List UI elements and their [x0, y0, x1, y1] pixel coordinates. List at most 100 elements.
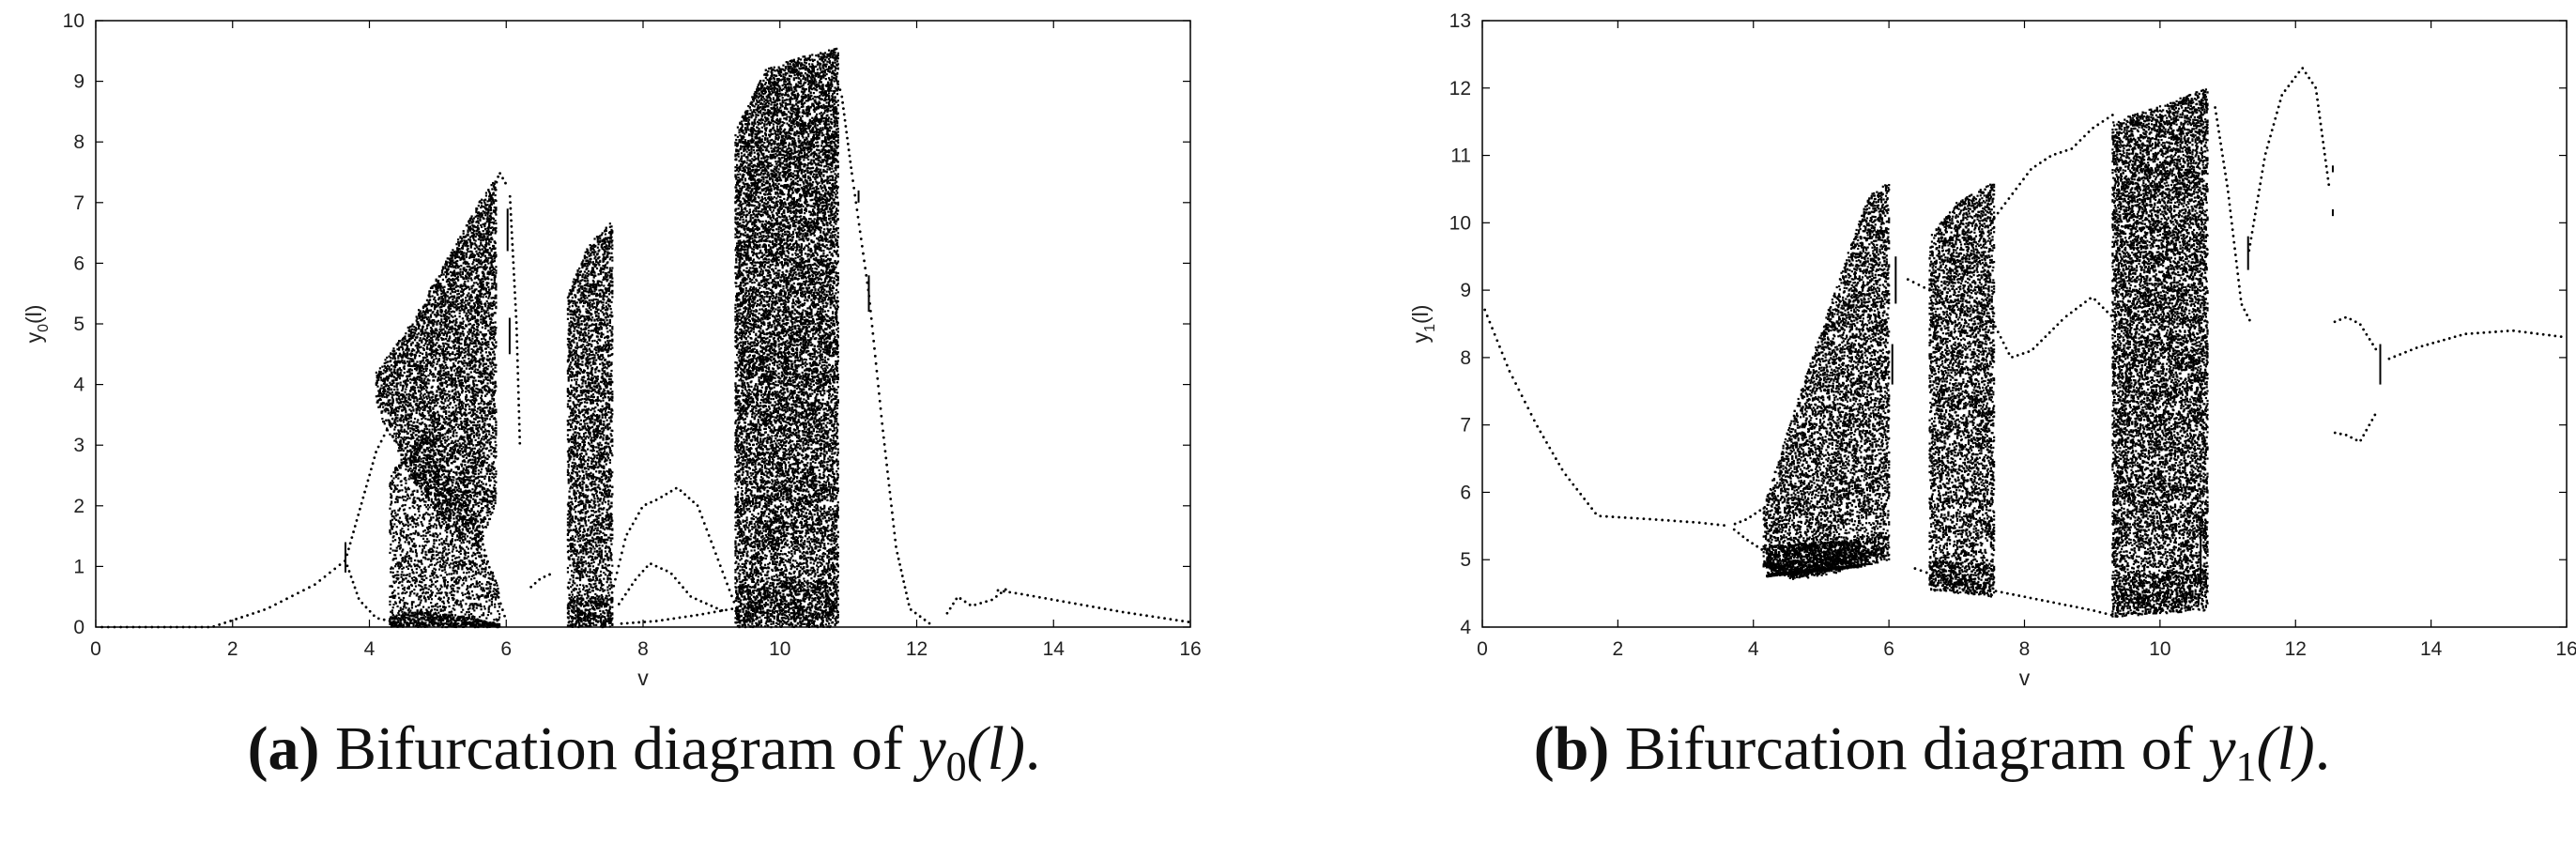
band-point	[399, 439, 402, 442]
band-point	[463, 436, 466, 438]
band-point	[456, 450, 460, 452]
band-point	[404, 391, 406, 393]
band-point	[480, 321, 483, 324]
band-point	[487, 291, 490, 294]
band-point	[378, 391, 381, 394]
band-point	[439, 383, 442, 386]
band-point	[406, 375, 409, 377]
band-point	[486, 200, 489, 203]
band-point	[422, 346, 425, 350]
band-point	[445, 294, 448, 297]
band-point	[487, 211, 490, 214]
band-point	[440, 513, 443, 516]
band-point	[490, 248, 493, 251]
band-point	[441, 494, 445, 498]
band-point	[483, 438, 485, 441]
band-point	[405, 409, 407, 412]
band-point	[465, 314, 468, 317]
band-point	[422, 398, 424, 401]
band-point	[484, 351, 488, 354]
band-point	[422, 465, 425, 467]
band-point	[480, 243, 483, 246]
band-point	[404, 408, 406, 411]
band-point	[477, 534, 480, 538]
band-point	[470, 440, 473, 443]
band-point	[476, 246, 479, 249]
band-point	[476, 423, 479, 426]
band-point	[406, 422, 409, 425]
band-point	[399, 441, 402, 444]
band-point	[393, 420, 396, 422]
band-point	[474, 465, 477, 467]
band-point	[422, 437, 424, 440]
band-point	[435, 328, 437, 330]
band-point	[433, 361, 436, 364]
band-point	[484, 245, 488, 248]
band-point	[454, 523, 457, 526]
band-point	[395, 363, 398, 366]
band-point	[401, 389, 404, 392]
band-point	[395, 376, 398, 380]
band-point	[407, 349, 410, 352]
band-point	[389, 369, 391, 372]
band-point	[452, 445, 456, 448]
band-point	[452, 340, 456, 343]
band-point	[473, 288, 476, 291]
band-point	[468, 389, 470, 392]
band-point	[452, 296, 456, 299]
band-point	[458, 398, 461, 401]
band-point	[413, 389, 417, 391]
band-point	[457, 328, 460, 330]
band-point	[479, 465, 482, 467]
band-point	[472, 330, 476, 332]
band-point	[474, 452, 477, 455]
band-point	[383, 395, 386, 398]
band-point	[470, 354, 473, 357]
band-point	[464, 499, 467, 503]
band-point	[444, 303, 447, 306]
band-point	[472, 504, 475, 507]
band-point	[483, 487, 486, 491]
band-point	[480, 410, 483, 413]
band-point	[479, 301, 482, 305]
band-point	[484, 483, 488, 486]
band-point	[422, 374, 424, 376]
band-point	[438, 434, 441, 437]
band-point	[441, 407, 445, 410]
band-point	[437, 345, 440, 347]
band-point	[459, 449, 462, 452]
band-point	[428, 321, 431, 324]
band-point	[400, 360, 403, 363]
band-point	[434, 497, 437, 499]
band-point	[482, 409, 484, 412]
band-point	[440, 505, 443, 509]
band-point	[449, 292, 452, 295]
band-point	[415, 315, 418, 318]
band-point	[469, 245, 472, 248]
band-point	[468, 323, 470, 326]
band-point	[402, 380, 406, 383]
band-point	[484, 247, 487, 250]
band-point	[441, 394, 445, 398]
band-point	[488, 489, 491, 492]
band-point	[479, 282, 482, 285]
band-point	[437, 360, 439, 363]
band-point	[410, 387, 413, 390]
band-point	[452, 398, 455, 402]
band-point	[435, 338, 437, 341]
band-point	[436, 285, 438, 288]
band-point	[480, 238, 483, 241]
band-point	[416, 351, 419, 354]
band-point	[453, 290, 456, 294]
band-point	[476, 283, 480, 285]
band-point	[485, 489, 488, 493]
band-point	[437, 373, 439, 376]
band-point	[445, 412, 448, 416]
band-point	[465, 478, 468, 482]
band-point	[398, 395, 401, 398]
band-point	[409, 409, 413, 412]
band-point	[429, 364, 433, 367]
band-point	[444, 367, 447, 370]
band-point	[405, 349, 407, 352]
band-point	[458, 445, 461, 448]
